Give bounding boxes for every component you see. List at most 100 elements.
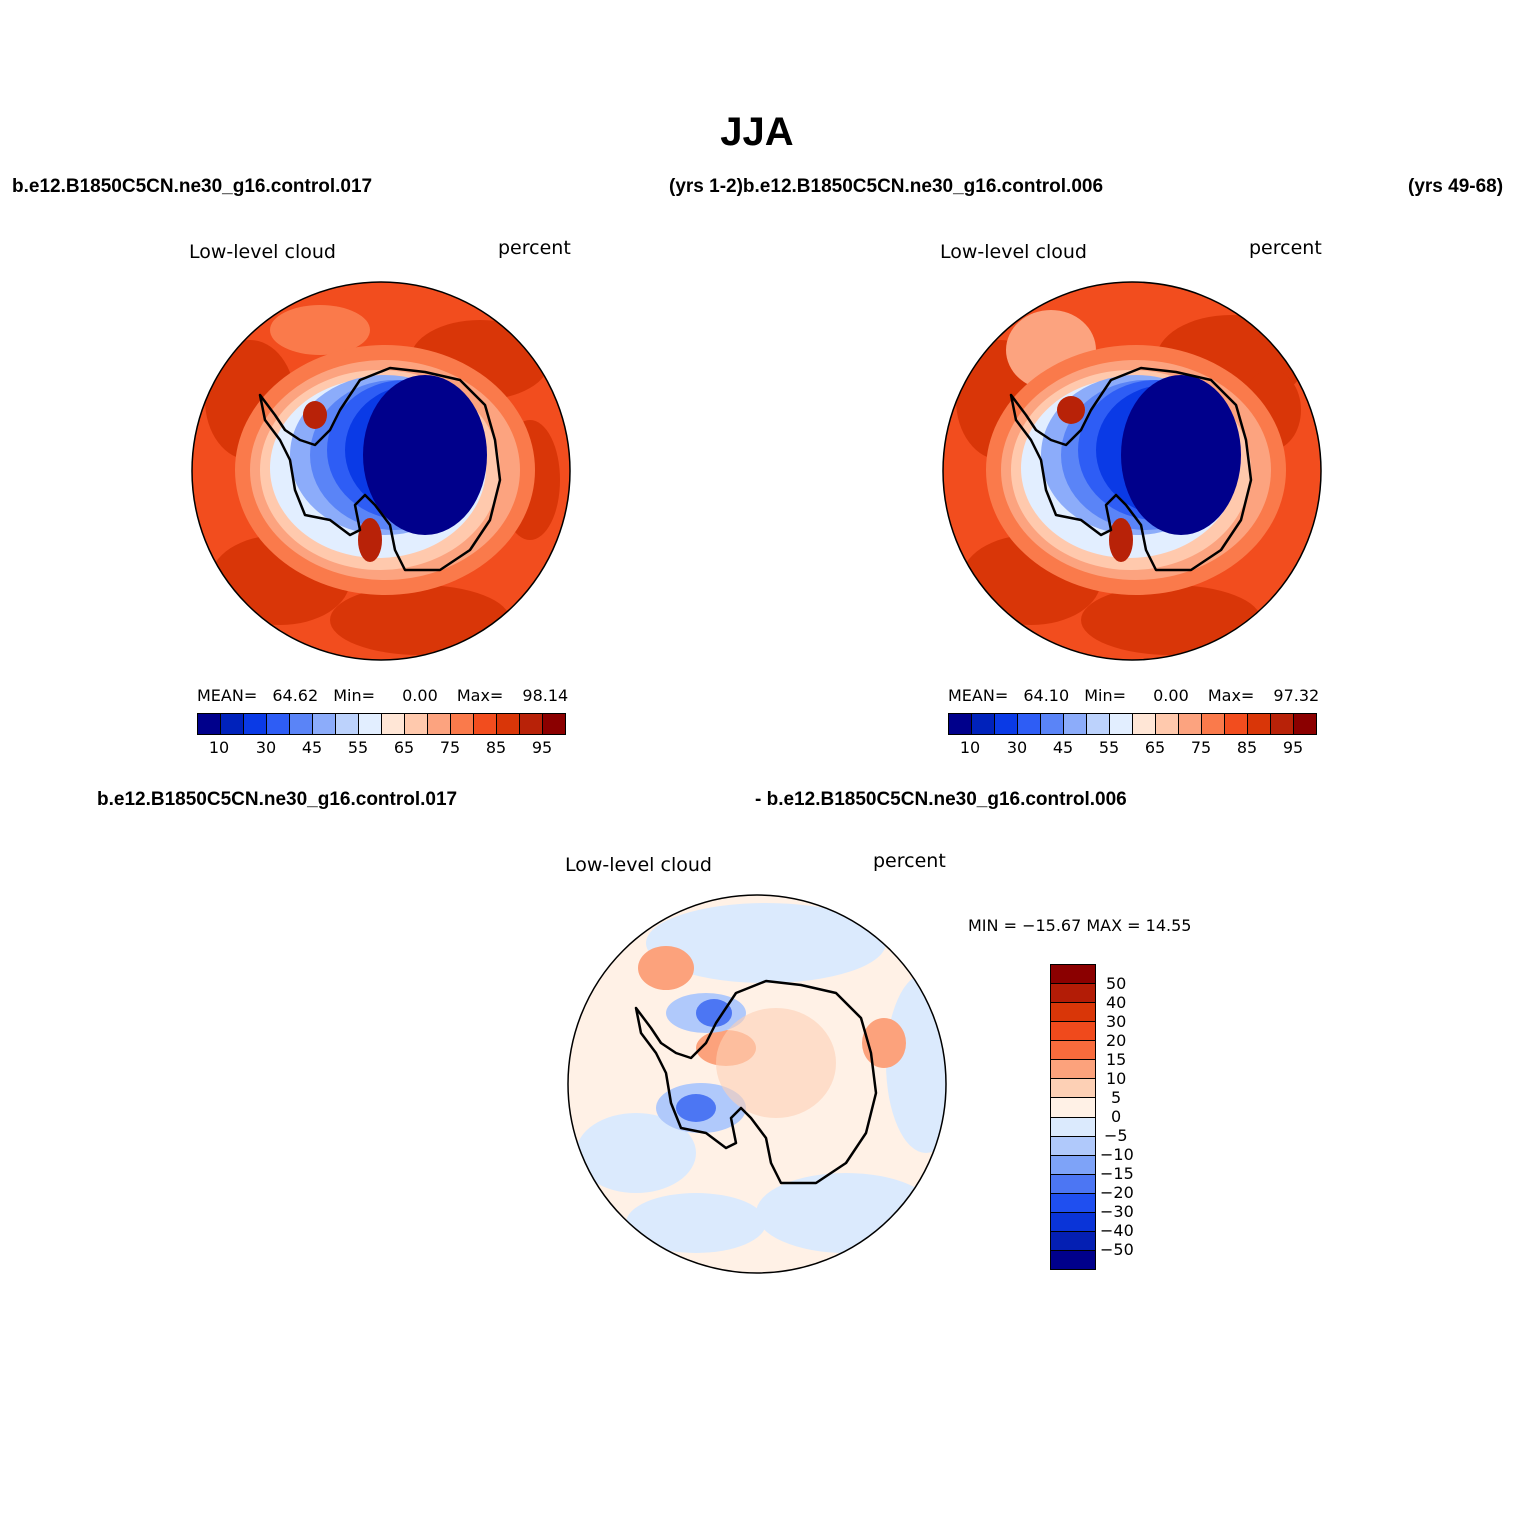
top-left-case-label: b.e12.B1850C5CN.ne30_g16.control.017 <box>12 176 373 197</box>
top-mid-label: (yrs 1-2)b.e12.B1850C5CN.ne30_g16.contro… <box>669 176 1104 197</box>
colorbar-swatch <box>1202 714 1225 734</box>
colorbar-swatch <box>1064 714 1087 734</box>
cb3-tick: −15 <box>1100 1164 1134 1183</box>
colorbar-swatch <box>1041 714 1064 734</box>
panel2-min: 0.00 <box>1153 686 1189 705</box>
panel2-mean-label: MEAN= <box>948 686 1009 705</box>
colorbar-swatch <box>1051 1079 1095 1099</box>
colorbar-swatch <box>1051 1231 1095 1251</box>
cb3-tick: −5 <box>1104 1126 1128 1145</box>
colorbar-swatch <box>1051 1022 1095 1042</box>
panel1-colorbar-ticks: 10 30 45 55 65 75 85 95 <box>197 738 564 760</box>
cb2-tick: 30 <box>1006 738 1028 757</box>
colorbar-swatch <box>1051 1041 1095 1061</box>
colorbar-swatch <box>1087 714 1110 734</box>
colorbar-swatch <box>267 714 290 734</box>
panel3-variable: Low-level cloud <box>565 854 712 876</box>
cb3-tick: −50 <box>1100 1240 1134 1259</box>
cb3-tick: −10 <box>1100 1145 1134 1164</box>
cb1-tick: 65 <box>393 738 415 757</box>
colorbar-swatch <box>949 714 972 734</box>
panel1-mean: 64.62 <box>272 686 319 705</box>
panel1-stats: MEAN= 64.62 Min= 0.00 Max= 98.14 <box>197 686 568 705</box>
panel3-units: percent <box>873 850 946 872</box>
diff-left-case-label: b.e12.B1850C5CN.ne30_g16.control.017 <box>97 789 458 810</box>
cb1-tick: 30 <box>255 738 277 757</box>
panel1-max: 98.14 <box>522 686 569 705</box>
cb3-tick: 0 <box>1111 1107 1122 1126</box>
panel1-min-label: Min= <box>333 686 376 705</box>
colorbar-swatch <box>382 714 405 734</box>
panel2-max: 97.32 <box>1273 686 1320 705</box>
colorbar-swatch <box>474 714 497 734</box>
colorbar-swatch <box>1294 714 1316 734</box>
colorbar-swatch <box>1133 714 1156 734</box>
panel2-stats: MEAN= 64.10 Min= 0.00 Max= 97.32 <box>948 686 1319 705</box>
colorbar-swatch <box>290 714 313 734</box>
cb2-tick: 85 <box>1236 738 1258 757</box>
cb2-tick: 55 <box>1098 738 1120 757</box>
map-panel-diff <box>567 894 947 1274</box>
diff-colorbar <box>1050 964 1096 1270</box>
map-panel-1 <box>191 281 571 661</box>
colorbar-swatch <box>1051 1136 1095 1156</box>
cb1-tick: 95 <box>531 738 553 757</box>
cb1-tick: 85 <box>485 738 507 757</box>
cb3-tick: 50 <box>1106 974 1127 993</box>
colorbar-swatch <box>543 714 565 734</box>
cb3-tick: 10 <box>1106 1069 1127 1088</box>
cb2-tick: 45 <box>1052 738 1074 757</box>
panel1-min: 0.00 <box>402 686 438 705</box>
colorbar-swatch <box>198 714 221 734</box>
colorbar-swatch <box>428 714 451 734</box>
colorbar-swatch <box>1051 1155 1095 1175</box>
colorbar-swatch <box>1156 714 1179 734</box>
colorbar-swatch <box>1051 1117 1095 1137</box>
cb1-tick: 10 <box>208 738 230 757</box>
cb1-tick: 45 <box>301 738 323 757</box>
cb3-tick: 15 <box>1106 1050 1127 1069</box>
panel1-mean-label: MEAN= <box>197 686 258 705</box>
colorbar-swatch <box>1248 714 1271 734</box>
cb3-tick: −30 <box>1100 1202 1134 1221</box>
colorbar-swatch <box>497 714 520 734</box>
cb3-tick: 5 <box>1111 1088 1122 1107</box>
colorbar-swatch <box>359 714 382 734</box>
colorbar-swatch <box>313 714 336 734</box>
colorbar-swatch <box>244 714 267 734</box>
colorbar-swatch <box>405 714 428 734</box>
cb3-tick: −40 <box>1100 1221 1134 1240</box>
top-right-label: (yrs 49-68) <box>1408 176 1504 197</box>
cb2-tick: 95 <box>1282 738 1304 757</box>
colorbar-swatch <box>1110 714 1133 734</box>
colorbar-swatch <box>1225 714 1248 734</box>
colorbar-swatch <box>451 714 474 734</box>
cb3-tick: −20 <box>1100 1183 1134 1202</box>
panel2-min-label: Min= <box>1084 686 1127 705</box>
panel2-colorbar <box>948 713 1317 735</box>
colorbar-swatch <box>1051 1174 1095 1194</box>
colorbar-swatch <box>1051 1060 1095 1080</box>
colorbar-swatch <box>1018 714 1041 734</box>
colorbar-swatch <box>1051 1003 1095 1023</box>
diff-colorbar-ticks: 50 40 30 20 15 10 5 0 −5 −10 −15 −20 −30… <box>1100 964 1160 1268</box>
panel2-colorbar-ticks: 10 30 45 55 65 75 85 95 <box>948 738 1315 760</box>
panel1-colorbar <box>197 713 566 735</box>
cb2-tick: 10 <box>959 738 981 757</box>
colorbar-swatch <box>221 714 244 734</box>
cb3-tick: 40 <box>1106 993 1127 1012</box>
colorbar-swatch <box>1051 1250 1095 1269</box>
cb1-tick: 75 <box>439 738 461 757</box>
panel3-minmax: MIN = −15.67 MAX = 14.55 <box>968 916 1192 935</box>
panel2-max-label: Max= <box>1207 686 1255 705</box>
colorbar-swatch <box>1271 714 1294 734</box>
figure-title: JJA <box>720 110 794 154</box>
colorbar-swatch <box>1051 984 1095 1004</box>
colorbar-swatch <box>995 714 1018 734</box>
cb3-tick: 30 <box>1106 1012 1127 1031</box>
colorbar-swatch <box>1051 1193 1095 1213</box>
colorbar-swatch <box>336 714 359 734</box>
panel2-units: percent <box>1249 237 1322 259</box>
cb2-tick: 75 <box>1190 738 1212 757</box>
colorbar-swatch <box>972 714 995 734</box>
